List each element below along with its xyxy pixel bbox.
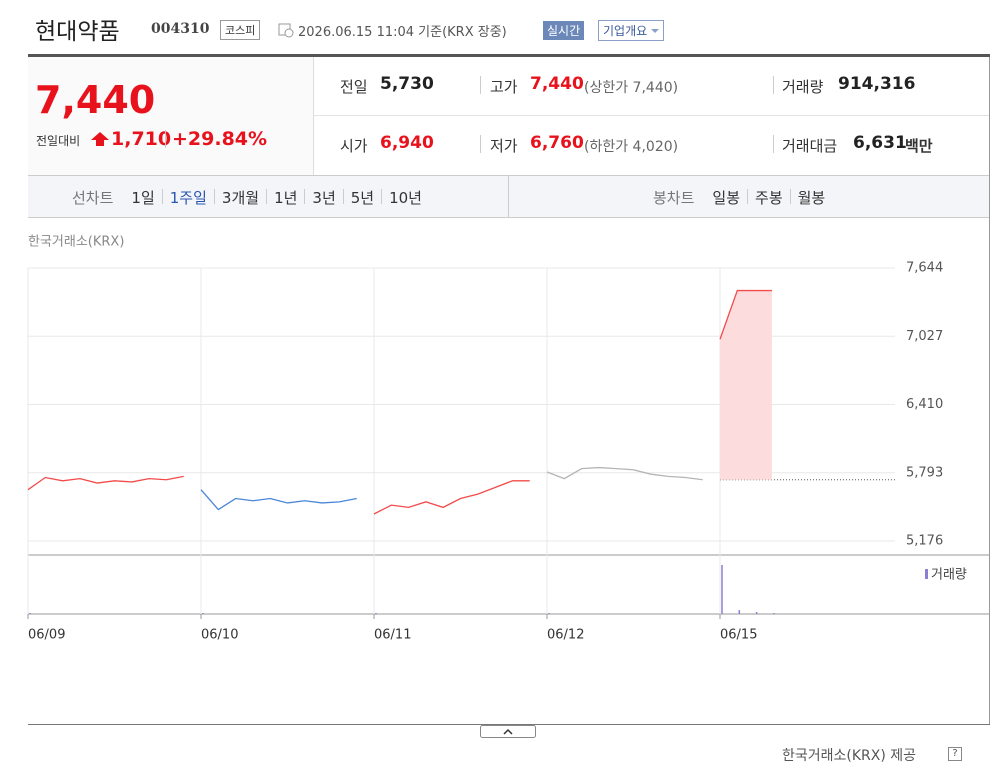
stat-label: 전일: [340, 78, 368, 96]
price-line: [200, 489, 357, 511]
tab-group-label: 선차트: [72, 189, 114, 207]
price-line: [546, 466, 703, 481]
tab-separator: [747, 189, 749, 204]
tab[interactable]: 1일: [131, 189, 155, 207]
price-panel: [28, 57, 314, 175]
x-tick-label: 06/10: [201, 628, 238, 643]
tab[interactable]: 1년: [274, 189, 298, 207]
volume-legend-swatch: [925, 569, 928, 579]
y-tick-label: 5,793: [906, 465, 943, 480]
dropdown-arrow: [651, 29, 660, 37]
tab[interactable]: 1주일: [169, 189, 207, 207]
separator: [165, 130, 166, 148]
tab-group-label: 봉차트: [653, 189, 695, 207]
right-border: [989, 57, 990, 724]
company-button-label: 기업개요: [603, 24, 648, 38]
stat-label: 거래대금: [782, 137, 838, 155]
stock-code: 004310: [151, 21, 210, 37]
company-button[interactable]: 기업개요: [598, 20, 665, 41]
stat-value: 6,631: [853, 133, 907, 153]
y-tick-label: 6,410: [906, 397, 943, 412]
change-label: 전일대비: [36, 134, 81, 148]
current-price: 7,440: [35, 78, 156, 122]
tab[interactable]: 3개월: [221, 189, 260, 207]
stock-name: 현대약품: [35, 19, 120, 45]
footer-source: 한국거래소(KRX) 제공: [782, 748, 917, 764]
separator: [773, 76, 774, 94]
chart-source: 한국거래소(KRX): [28, 235, 124, 250]
stat-label: 저가: [490, 137, 518, 155]
stat-note: (하한가 4,020): [584, 139, 679, 155]
price-line: [27, 475, 530, 515]
area: [720, 290, 772, 480]
stat-label: 거래량: [782, 78, 824, 96]
bottom-rule: [28, 724, 990, 725]
y-tick-label: 7,027: [906, 329, 943, 344]
stat-value: 914,316: [838, 74, 916, 94]
price-line: [719, 289, 772, 340]
stat-value: 6,760: [530, 133, 584, 153]
market-badge: 코스피: [220, 20, 261, 40]
stat-note: (상한가 7,440): [584, 80, 679, 96]
change-amount: 1,710: [111, 128, 172, 150]
row-divider: [314, 115, 989, 116]
help-icon[interactable]: ?: [948, 747, 962, 761]
tab-separator: [381, 189, 383, 204]
top-rule: [28, 54, 990, 57]
separator: [773, 135, 774, 153]
tab-divider: [508, 176, 509, 217]
separator: [480, 135, 481, 153]
stat-label: 고가: [490, 78, 518, 96]
tab-separator: [213, 189, 215, 204]
volume-legend: 거래량: [931, 568, 967, 583]
stat-value: 7,440: [530, 74, 584, 94]
y-tick-label: 7,644: [906, 261, 943, 276]
x-tick-label: 06/12: [547, 628, 584, 643]
collapse-button[interactable]: [480, 725, 537, 739]
x-tick-label: 06/15: [720, 628, 757, 643]
stat-label: 시가: [340, 137, 368, 155]
tab-separator: [161, 189, 163, 204]
tab[interactable]: 주봉: [755, 189, 783, 207]
up-arrow: [91, 132, 109, 146]
realtime-button[interactable]: 실시간: [543, 21, 585, 40]
timestamp: 2026.06.15 11:04 기준(KRX 장중): [298, 25, 507, 40]
change-rate: +29.84%: [172, 128, 268, 150]
stat-value: 6,940: [380, 133, 434, 153]
x-tick-label: 06/11: [374, 628, 411, 643]
tab[interactable]: 5년: [350, 189, 375, 207]
candle-tabs: 봉차트 일봉 주봉 월봉: [653, 187, 825, 208]
tab[interactable]: 일봉: [712, 189, 741, 207]
separator: [480, 76, 481, 94]
stat-unit: 백만: [905, 137, 933, 155]
line-tabs: 선차트 1일 1주일 3개월 1년 3년 5년 10년: [72, 187, 422, 208]
x-tick-label: 06/09: [28, 628, 65, 643]
tab[interactable]: 10년: [389, 189, 422, 207]
chart: 한국거래소(KRX) 5,176 5,793 6,410 7,027 7,644 06/0…: [27, 235, 989, 643]
tab-separator: [789, 189, 791, 204]
tab-separator: [304, 189, 306, 204]
tab-separator: [266, 189, 268, 204]
tab-separator: [342, 189, 344, 204]
tab[interactable]: 3년: [312, 189, 336, 207]
stat-value: 5,730: [380, 74, 434, 94]
clock-icon: [278, 23, 294, 38]
tab[interactable]: 월봉: [797, 189, 826, 207]
y-tick-label: 5,176: [906, 534, 943, 549]
